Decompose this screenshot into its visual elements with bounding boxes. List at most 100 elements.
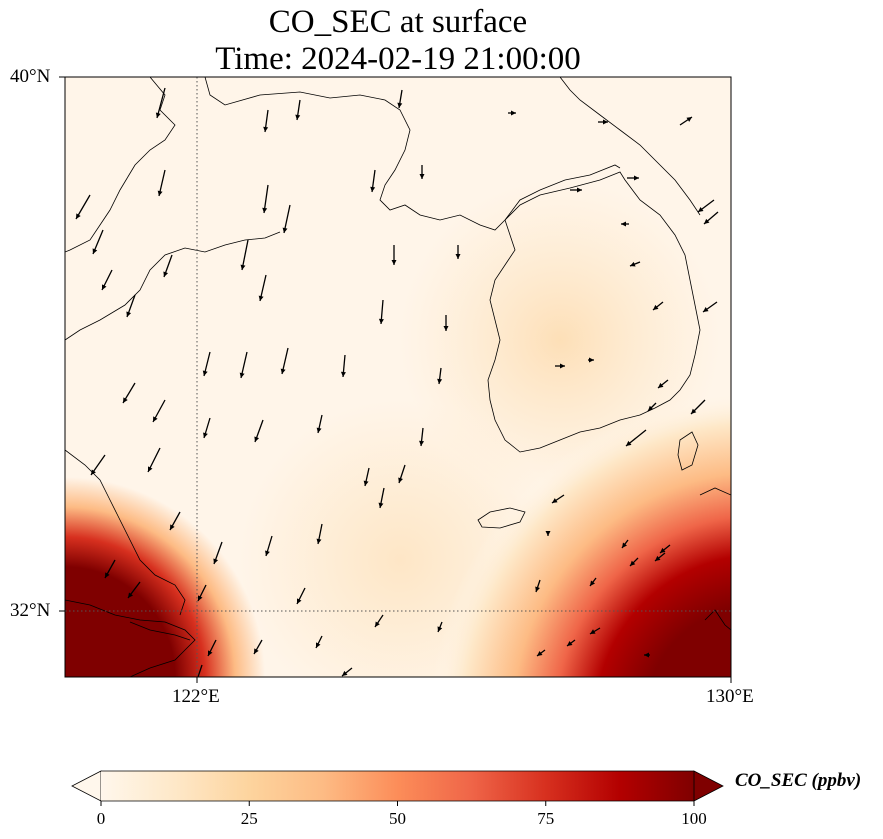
wind-arrow-head <box>375 621 380 627</box>
wind-arrow-head <box>254 436 260 442</box>
wind-arrow-head <box>653 304 659 310</box>
wind-arrow <box>241 239 249 271</box>
concentration-field <box>65 77 731 677</box>
wind-arrow-head <box>397 102 403 108</box>
wind-arrow-head <box>691 408 697 414</box>
wind-arrow-head <box>378 318 384 324</box>
lon-tick-label-130: 130°E <box>706 686 754 707</box>
wind-arrow-head <box>622 542 627 548</box>
wind-arrow-head <box>621 221 626 227</box>
wind-arrow-head <box>258 295 264 301</box>
wind-arrow-head <box>254 648 259 654</box>
chart-subtitle: Time: 2024-02-19 21:00:00 <box>215 41 581 77</box>
wind-arrow-head <box>419 174 425 179</box>
wind-arrow-head <box>262 207 268 213</box>
wind-arrow-head <box>91 469 96 475</box>
wind-arrow <box>156 87 166 119</box>
wind-arrow-head <box>342 670 348 676</box>
lon-tick-label-122: 122°E <box>172 686 220 707</box>
wind-arrow-head <box>128 592 133 598</box>
wind-arrow-head <box>630 560 636 566</box>
colorbar-tick-label-75: 75 <box>537 809 555 828</box>
wind-arrow-head <box>123 397 128 403</box>
wind-arrow-head <box>455 254 461 259</box>
wind-arrow-head <box>437 378 443 384</box>
wind-arrow-head <box>590 580 595 586</box>
colorbar-tick-label-25: 25 <box>240 809 258 828</box>
wind-arrow-head <box>626 440 632 446</box>
wind-arrow-head <box>282 227 288 233</box>
wind-arrow-head <box>552 498 558 503</box>
wind-arrow-head <box>340 371 346 377</box>
wind-arrow-head <box>630 261 636 267</box>
wind-arrow-head <box>240 264 246 270</box>
wind-arrow-head <box>126 311 132 317</box>
wind-arrow-head <box>208 650 213 656</box>
wind-arrow-head <box>363 480 369 486</box>
wind-arrow-head <box>419 440 425 446</box>
wind-arrow-head <box>658 382 664 388</box>
coastlines <box>65 77 731 677</box>
colorbar-tick-label-0: 0 <box>96 809 106 828</box>
wind-arrow-head <box>203 432 208 438</box>
wind-arrow-head <box>155 112 161 118</box>
chart-title: CO_SEC at surface <box>268 4 528 40</box>
wind-vectors <box>75 87 719 677</box>
wind-arrow-head <box>297 598 302 604</box>
lat-tick-label-40: 40°N <box>10 66 51 87</box>
wind-arrow-head <box>634 175 639 181</box>
colorbar-body <box>101 771 694 801</box>
colorbar-tick-label-50: 50 <box>389 809 406 828</box>
colorbar-extend-min <box>71 770 102 802</box>
wind-arrow-head <box>398 477 403 483</box>
wind-arrow-head <box>391 260 397 265</box>
wind-arrow-head <box>704 218 710 224</box>
wind-arrow-head <box>567 641 573 646</box>
wind-arrow-head <box>316 538 322 544</box>
wind-arrow-head <box>280 368 286 374</box>
lat-tick-label-32: 32°N <box>10 600 51 621</box>
wind-arrow-head <box>76 213 81 219</box>
map-frame <box>64 76 732 678</box>
wind-arrow-head <box>537 651 543 656</box>
wind-arrow-head <box>163 271 169 277</box>
wind-arrow-head <box>644 652 649 658</box>
wind-arrow-head <box>686 117 692 122</box>
wind-arrow-head <box>92 248 98 254</box>
wind-arrow-head <box>316 642 321 648</box>
wind-arrow-head <box>590 629 596 634</box>
colorbar-label: CO_SEC (ppbv) <box>735 770 862 791</box>
wind-arrow-head <box>511 110 516 116</box>
wind-arrow-head <box>560 363 565 369</box>
wind-arrow-head <box>295 114 301 120</box>
wind-arrow-head <box>437 626 443 632</box>
wind-arrow-head <box>265 550 270 556</box>
wind-arrow-head <box>378 502 384 508</box>
wind-arrow-head <box>202 370 208 376</box>
wind-arrow-head <box>648 405 654 411</box>
wind-arrow-head <box>603 119 608 125</box>
wind-arrow-head <box>153 416 158 422</box>
wind-arrow <box>197 664 203 677</box>
wind-arrow-head <box>239 372 245 378</box>
colorbar-extend-max <box>693 770 724 802</box>
wind-arrow-head <box>703 307 709 312</box>
wind-arrow-head <box>316 427 322 433</box>
wind-arrow-head <box>148 466 153 472</box>
wind-arrow-head <box>198 595 203 601</box>
wind-arrow-head <box>370 186 376 192</box>
wind-arrow-head <box>102 284 107 290</box>
wind-arrow-head <box>589 357 594 363</box>
wind-arrow-head <box>655 555 661 561</box>
wind-arrow-head <box>170 524 175 530</box>
wind-arrow-head <box>698 207 704 212</box>
wind-arrow-head <box>213 558 219 564</box>
colorbar-tick-label-100: 100 <box>681 809 707 828</box>
wind-arrow-head <box>660 547 666 553</box>
wind-arrow-head <box>545 531 551 536</box>
wind-arrow-head <box>105 572 110 578</box>
wind-arrow-head <box>577 187 582 193</box>
wind-arrow-head <box>263 126 269 132</box>
